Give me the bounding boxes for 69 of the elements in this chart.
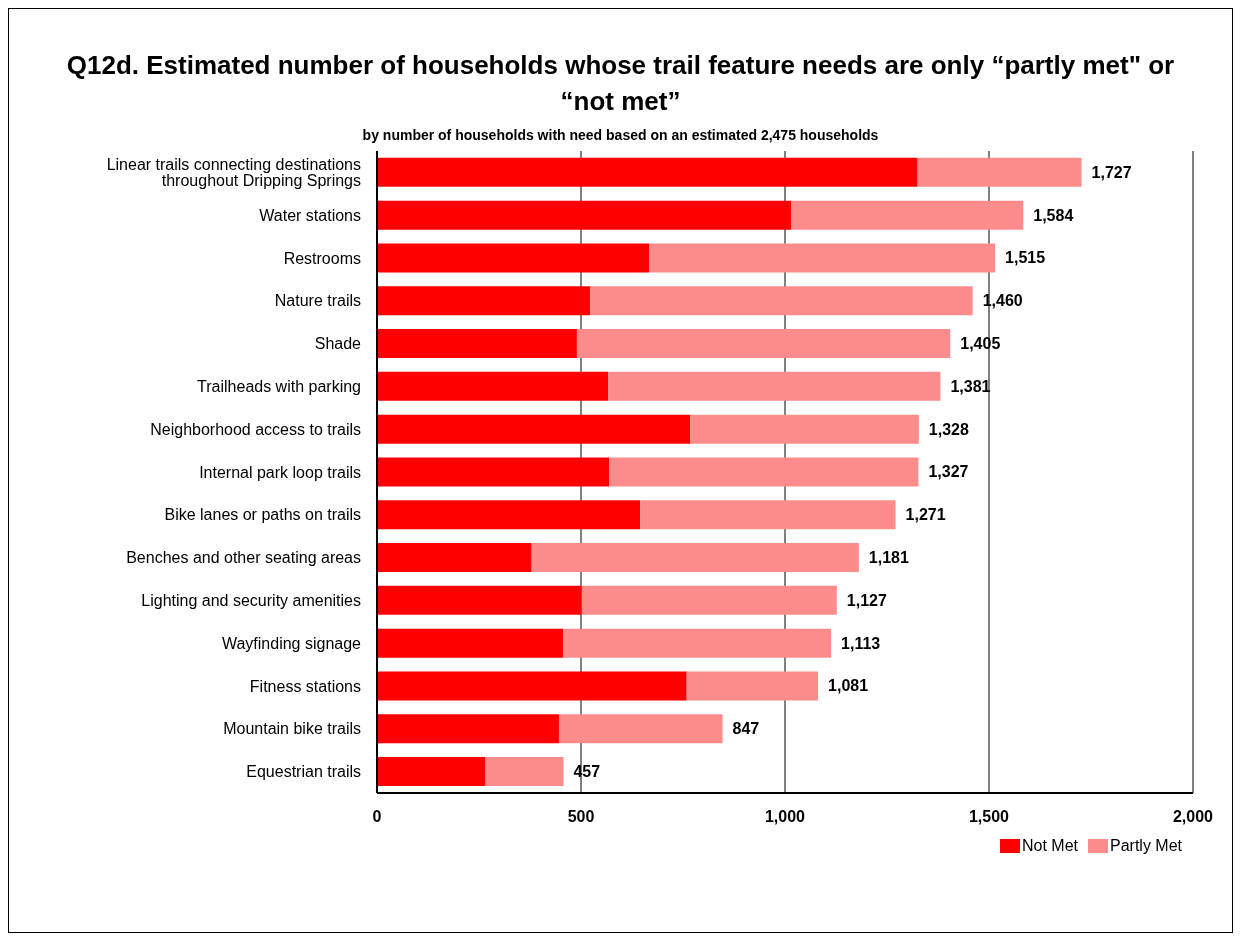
bar [485,757,564,787]
bar [377,371,609,401]
bar [589,286,973,316]
y-tick-label: Trailheads with parking [197,378,361,396]
y-tick-label: Lighting and security amenities [141,592,361,610]
bar [377,500,641,530]
bar [576,329,951,359]
y-tick-label: Water stations [259,206,361,224]
y-tick-label: Neighborhood access to trails [150,420,361,438]
total-label: 1,327 [928,463,969,481]
y-tick-label: Linear trails connecting destinations throughout Dripping Springs [106,156,361,190]
chart-title: Q12d. Estimated number of households whose trail feature needs are only “partly met" or “not met” [65,49,1176,118]
bar [377,286,590,316]
y-tick-label: Nature trails [274,292,361,310]
total-label: 1,271 [905,506,946,524]
y-tick-label: Equestrian trails [246,763,361,781]
legend-label: Partly Met [1109,837,1182,855]
bar [563,628,832,658]
total-label: 1,181 [868,549,909,567]
total-label: 1,405 [960,335,1001,353]
bar [609,457,919,487]
total-label: 1,127 [846,591,887,609]
total-label: 1,515 [1005,249,1046,267]
bar [531,543,859,573]
y-tick-label: Restrooms [283,249,361,267]
y-tick-label: Wayfinding signage [221,634,362,652]
bar [377,757,486,787]
bar [640,500,896,530]
y-tick-label: Benches and other seating areas [126,549,361,567]
y-tick-label: Fitness stations [249,677,361,695]
y-tick-label: Internal park loop trails [199,463,361,481]
bar [377,414,691,444]
total-label: 457 [573,763,601,781]
x-tick-label: 2,000 [1172,808,1214,826]
bar [649,243,996,273]
bar [377,329,577,359]
total-label: 1,328 [928,420,969,438]
x-tick-label: 500 [567,808,595,826]
total-label: 1,460 [982,292,1023,310]
bar [377,543,532,573]
total-label: 1,727 [1091,163,1132,181]
bar [558,714,723,744]
bar [608,371,941,401]
total-label: 1,381 [950,377,991,395]
bar [377,671,687,701]
bar [581,585,837,615]
bar [377,457,610,487]
bar [377,157,918,187]
y-tick-label: Bike lanes or paths on trails [164,506,361,524]
chart-subtitle: by number of households with need based on an estimated 2,475 households [361,127,880,143]
legend-label: Not Met [1020,837,1078,855]
bar [686,671,819,701]
x-tick-label: 1,500 [968,808,1010,826]
bar [791,200,1024,230]
total-label: 1,113 [841,634,881,652]
y-tick-label: Shade [314,335,362,353]
bar [690,414,919,444]
total-label: 1,584 [1033,206,1074,224]
total-label: 847 [732,720,760,738]
bar [377,200,792,230]
x-tick-label: 1,000 [764,808,806,826]
total-label: 1,081 [828,677,869,695]
y-tick-label: Mountain bike trails [223,720,361,738]
bar [917,157,1082,187]
bar [377,714,559,744]
bar [377,585,582,615]
x-tick-label: 0 [372,808,382,826]
bar [377,628,564,658]
bar [377,243,650,273]
